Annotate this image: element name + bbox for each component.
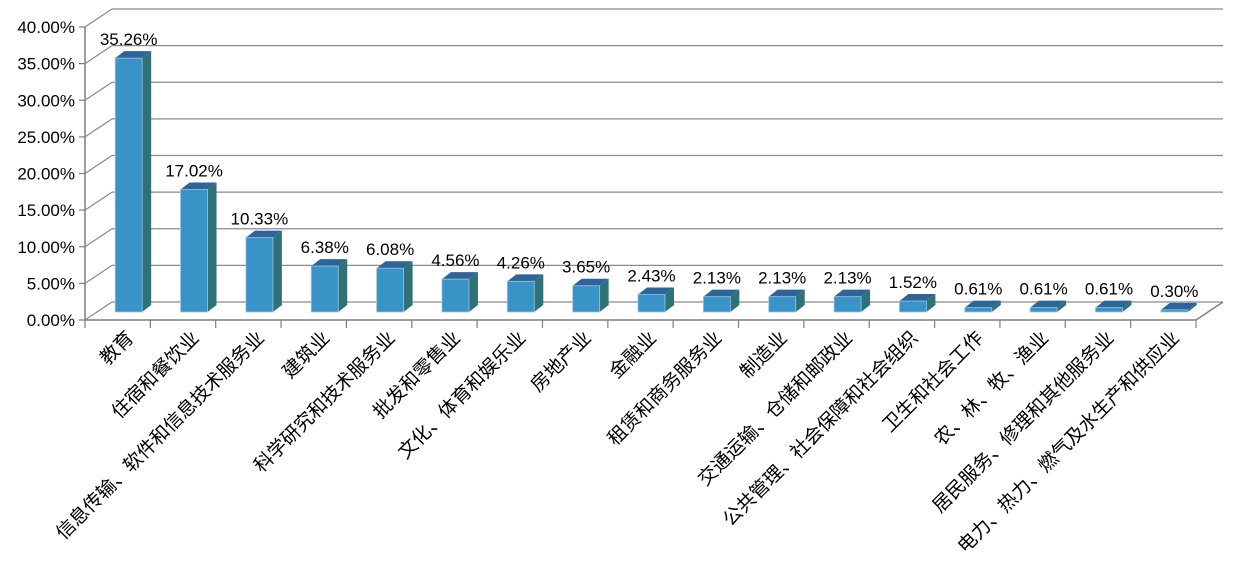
bar xyxy=(637,294,666,313)
bar xyxy=(376,267,404,313)
bar xyxy=(441,278,470,313)
bar xyxy=(506,280,535,313)
y-axis-label: 25.00% xyxy=(17,128,75,147)
bar-side-face xyxy=(730,289,740,312)
bar-value-label: 0.61% xyxy=(954,280,1002,299)
gridline-depth-segment xyxy=(84,264,113,284)
bar-side-face xyxy=(861,289,871,312)
bar-value-label: 2.13% xyxy=(758,269,806,288)
category-label: 文化、体育和娱乐业 xyxy=(394,327,530,463)
bar-top-face xyxy=(507,274,544,282)
bar xyxy=(310,265,339,313)
bar xyxy=(245,237,274,313)
bar-top-face xyxy=(115,51,152,59)
gridline-depth-segment xyxy=(84,228,113,248)
bar-side-face xyxy=(534,274,544,312)
bar-value-label: 0.61% xyxy=(1085,280,1133,299)
bar xyxy=(572,285,601,313)
bar-top-face xyxy=(899,294,936,302)
bar-side-face xyxy=(599,278,609,312)
gridline-depth-segment xyxy=(84,81,113,101)
category-label: 房地产业 xyxy=(526,327,595,396)
gridline-depth-segment xyxy=(84,155,113,174)
bar-top-face xyxy=(572,278,609,286)
bar-value-label: 3.65% xyxy=(562,258,610,277)
bar-side-face xyxy=(468,272,478,312)
bar-top-face xyxy=(441,272,478,280)
gridline-depth-segment xyxy=(84,301,113,321)
y-axis-label: 0.00% xyxy=(27,311,75,330)
floor-right-edge xyxy=(1195,301,1224,321)
bar-value-label: 4.56% xyxy=(431,251,479,270)
bar-top-face xyxy=(376,261,413,269)
y-axis-label: 5.00% xyxy=(27,274,75,293)
bar-side-face xyxy=(142,51,152,313)
bar xyxy=(899,300,927,313)
bar-value-label: 2.43% xyxy=(627,267,675,286)
bar xyxy=(1029,307,1058,313)
bar-side-face xyxy=(1122,300,1132,312)
bar xyxy=(702,296,731,313)
gridline-depth-segment xyxy=(84,8,113,28)
bar-value-label: 17.02% xyxy=(165,161,223,180)
bar-value-label: 0.61% xyxy=(1020,280,1068,299)
y-axis-label: 10.00% xyxy=(17,238,75,257)
bar xyxy=(1160,309,1189,313)
bar-side-face xyxy=(403,261,413,312)
category-label: 建筑业 xyxy=(278,327,334,383)
bar-value-label: 6.38% xyxy=(301,238,349,257)
gridline-depth-segment xyxy=(84,191,113,211)
category-label: 教育 xyxy=(96,327,138,369)
category-label: 制造业 xyxy=(736,327,792,383)
bar xyxy=(768,296,797,313)
category-label: 金融业 xyxy=(605,327,661,383)
bar-value-label: 4.26% xyxy=(497,253,545,272)
bar-side-face xyxy=(795,289,805,312)
bar-value-label: 2.13% xyxy=(823,269,871,288)
category-label: 租赁和商务服务业 xyxy=(603,327,726,450)
y-axis-label: 40.00% xyxy=(17,18,75,37)
bar-top-face xyxy=(638,287,674,295)
y-axis-label: 30.00% xyxy=(17,91,75,110)
bar-value-label: 0.30% xyxy=(1150,282,1198,301)
category-label: 农、林、牧、渔业 xyxy=(930,327,1053,450)
bar-value-label: 6.08% xyxy=(366,240,414,259)
bar-side-face xyxy=(338,259,348,312)
bar-value-label: 2.13% xyxy=(693,269,741,288)
bar-top-face xyxy=(180,182,217,190)
gridline-depth-segment xyxy=(84,45,113,65)
bar-top-face xyxy=(834,289,871,297)
bar-value-label: 1.52% xyxy=(889,273,937,292)
bar-side-face xyxy=(926,294,936,312)
y-axis-label: 15.00% xyxy=(17,201,75,220)
bar-top-face xyxy=(1160,302,1197,310)
gridline-depth-segment xyxy=(84,118,113,138)
bar-side-face xyxy=(1057,300,1067,312)
bar-value-label: 10.33% xyxy=(231,210,289,229)
bar-value-label: 35.26% xyxy=(100,30,158,49)
bar-top-face xyxy=(1030,300,1067,308)
bar-side-face xyxy=(272,230,282,312)
bar xyxy=(833,296,862,313)
bar-side-face xyxy=(207,182,217,312)
bar-top-face xyxy=(1095,300,1132,308)
bar-top-face xyxy=(703,289,740,297)
y-axis-label: 35.00% xyxy=(17,55,75,74)
bar-side-face xyxy=(1187,302,1197,312)
bar-side-face xyxy=(991,300,1001,312)
bar-top-face xyxy=(768,289,805,297)
bar-top-face xyxy=(245,230,282,238)
bar xyxy=(114,57,143,313)
bar-top-face xyxy=(964,300,1001,308)
bar-top-face xyxy=(311,259,348,267)
bar xyxy=(964,307,993,313)
bar xyxy=(1095,307,1123,313)
bar-side-face xyxy=(665,287,674,312)
y-axis-label: 20.00% xyxy=(17,165,75,184)
bar xyxy=(180,189,208,313)
